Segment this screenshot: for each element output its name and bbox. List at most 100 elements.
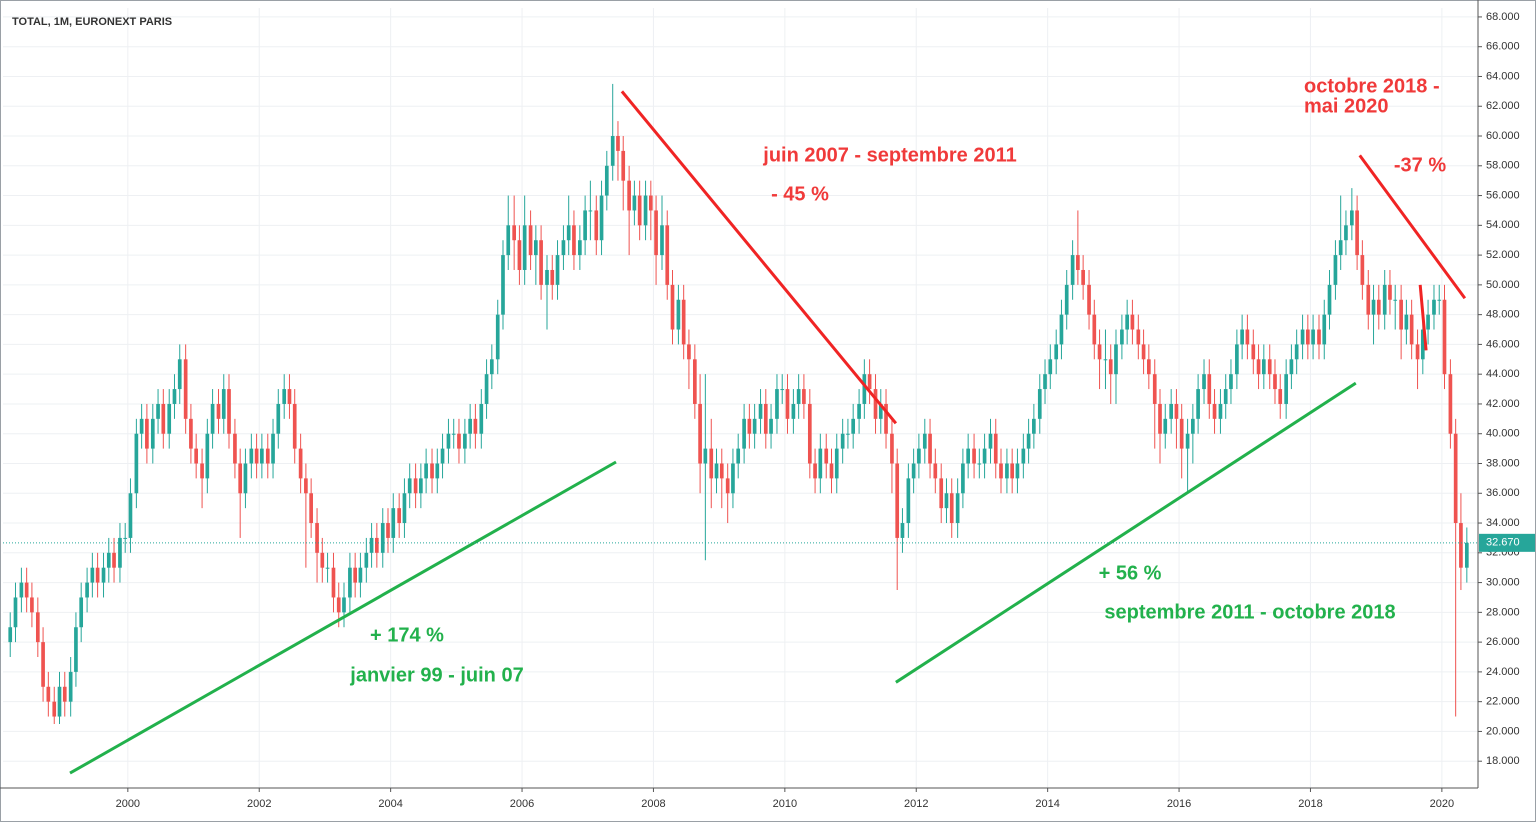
candle-body (1338, 240, 1343, 256)
candle-body (578, 240, 582, 256)
candle-body (1021, 448, 1026, 464)
candle-body (1152, 374, 1157, 404)
y-tick-label: 42.000 (1486, 398, 1520, 410)
candle-body (205, 433, 210, 479)
candle-body (380, 523, 385, 553)
candle-body (517, 240, 522, 270)
candle-body (52, 701, 57, 717)
x-tick-label: 2016 (1167, 798, 1191, 810)
y-tick-label: 28.000 (1486, 606, 1520, 618)
candle-body (742, 418, 746, 449)
candle-body (1382, 284, 1387, 315)
candle-body (501, 255, 505, 315)
candle-body (824, 448, 829, 464)
candle-body (1240, 329, 1244, 345)
candle-body (769, 418, 773, 434)
candle-body (397, 508, 402, 524)
candle-body (561, 240, 566, 256)
candle-body (342, 597, 346, 613)
candle-body (857, 403, 861, 419)
candle-body (1037, 389, 1042, 419)
candle-body (878, 403, 883, 419)
candle-body (1191, 418, 1195, 434)
candle-body (1054, 344, 1059, 360)
candle-body (407, 478, 412, 494)
candle-body (555, 255, 560, 285)
candle-body (1371, 299, 1376, 315)
x-tick-label: 2012 (904, 798, 928, 810)
candle-body (736, 448, 741, 464)
candle-body (1404, 314, 1409, 330)
candle-body (1415, 344, 1420, 360)
candle-body (1366, 284, 1371, 315)
candle-body (1108, 359, 1113, 375)
candle-body (243, 463, 248, 494)
candle-body (747, 418, 752, 434)
candle-body (1103, 359, 1108, 361)
candle-body (276, 403, 281, 434)
candle-body (709, 448, 714, 479)
candle-body (616, 136, 620, 151)
candle-body (955, 493, 960, 524)
candle-body (1311, 329, 1315, 345)
candle-body (687, 344, 691, 360)
candle-body (19, 582, 24, 598)
candle-body (796, 389, 801, 404)
candle-body (643, 195, 648, 226)
candle-body (435, 463, 440, 479)
candle-body (457, 433, 461, 449)
candle-body (1064, 284, 1069, 315)
candle-body (440, 448, 445, 464)
candle-body (90, 567, 95, 583)
candle-body (1256, 359, 1261, 375)
candle-body (1453, 433, 1458, 524)
trend-line (620, 90, 898, 425)
candle-body (944, 493, 949, 509)
candle-body (884, 403, 888, 434)
candle-body (1097, 344, 1102, 360)
candle-body (468, 418, 472, 434)
candle-body (890, 433, 894, 464)
candle-body (725, 478, 730, 494)
candle-body (309, 493, 313, 524)
candle-body (238, 463, 243, 494)
candle-body (1432, 299, 1436, 315)
candle-body (829, 463, 834, 479)
candle-body (1015, 463, 1020, 479)
candle-body (221, 389, 226, 419)
candle-body (1169, 403, 1174, 419)
candle-body (1333, 255, 1338, 285)
candle-body (1300, 329, 1305, 345)
candle-body (282, 389, 287, 404)
candle-body (156, 403, 160, 419)
candle-body (949, 493, 954, 524)
candle-body (1141, 344, 1146, 360)
candle-body (681, 299, 686, 345)
candle-body (961, 463, 965, 494)
overlay (3, 90, 1478, 775)
candle-body (1322, 314, 1327, 345)
candle-body (189, 418, 193, 449)
candle-body (895, 463, 900, 538)
x-tick-label: 2008 (641, 798, 665, 810)
candle-body (167, 403, 172, 434)
annotation: mai 2020 (1304, 95, 1389, 117)
candle-body (249, 448, 254, 464)
candle-body (315, 523, 319, 553)
y-tick-label: 46.000 (1486, 338, 1520, 350)
candle-body (851, 418, 856, 434)
candle-body (1294, 344, 1299, 360)
candle-body (375, 537, 379, 553)
candle-body (161, 403, 166, 434)
last-price-box (1479, 533, 1535, 552)
candle-body (101, 567, 106, 583)
candle-body (1344, 225, 1348, 241)
candle-body (791, 403, 796, 419)
candle-body (698, 403, 702, 464)
x-tick-label: 2010 (773, 798, 797, 810)
candle-body (993, 433, 998, 464)
candle-body (775, 389, 779, 419)
candle-body (85, 582, 89, 598)
candle-body (1048, 359, 1053, 375)
y-tick-label: 44.000 (1486, 368, 1520, 380)
